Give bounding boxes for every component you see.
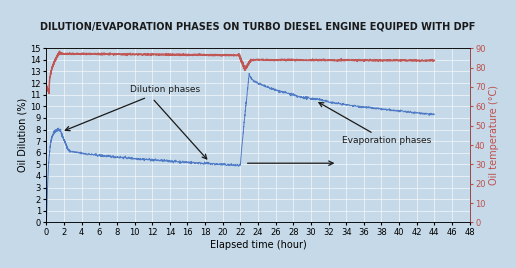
Y-axis label: Oil Dilution (%): Oil Dilution (%)	[18, 98, 27, 173]
X-axis label: Elapsed time (hour): Elapsed time (hour)	[209, 240, 307, 250]
Text: DILUTION/EVAPORATION PHASES ON TURBO DIESEL ENGINE EQUIPED WITH DPF: DILUTION/EVAPORATION PHASES ON TURBO DIE…	[40, 22, 476, 32]
Text: Dilution phases: Dilution phases	[66, 85, 200, 131]
Y-axis label: Oil temperature (°C): Oil temperature (°C)	[489, 85, 498, 185]
Text: Evaporation phases: Evaporation phases	[319, 103, 431, 146]
